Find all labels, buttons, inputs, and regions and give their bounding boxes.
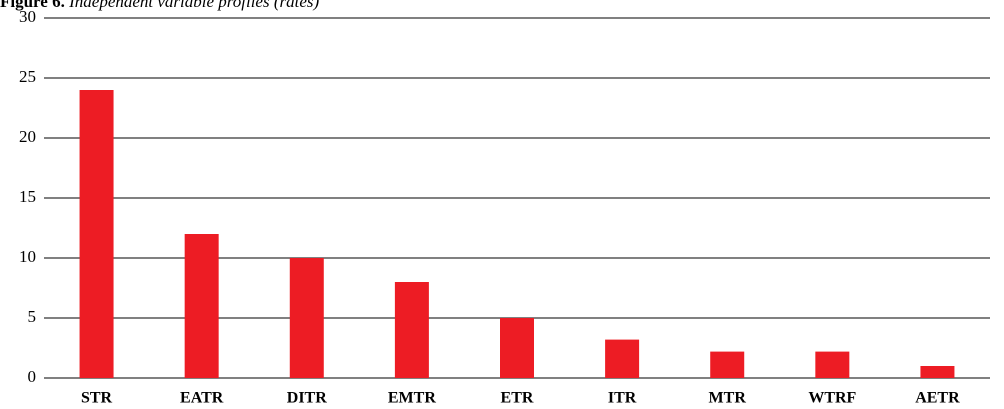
y-tick-label: 5 (28, 307, 37, 326)
y-tick-label: 20 (19, 127, 36, 146)
bar (710, 351, 745, 378)
x-tick-label: ETR (501, 390, 534, 407)
x-tick-label: ITR (608, 390, 637, 407)
bar (289, 258, 324, 378)
chart-title: Figure 6. Independent variable profiles … (0, 0, 320, 11)
bar (500, 318, 534, 378)
bar (815, 351, 850, 378)
y-tick-label: 25 (19, 67, 36, 86)
x-tick-label: STR (81, 390, 113, 407)
x-tick-label: EMTR (388, 390, 436, 407)
x-tick-label: MTR (709, 390, 747, 407)
x-tick-label: WTRF (808, 390, 856, 407)
y-tick-label: 0 (28, 367, 37, 386)
x-tick-label: EATR (180, 390, 224, 407)
x-tick-label: DITR (287, 390, 327, 407)
title-prefix: Figure 6. (0, 0, 65, 11)
y-tick-label: 30 (19, 7, 36, 26)
title-text: Independent variable profiles (rates) (68, 0, 319, 11)
y-tick-label: 10 (19, 247, 36, 266)
x-tick-label: AETR (915, 390, 960, 407)
bar (920, 366, 955, 378)
bar (184, 234, 219, 378)
bar (394, 282, 429, 378)
y-tick-label: 15 (19, 187, 36, 206)
bar (605, 339, 640, 378)
bar (79, 90, 114, 378)
